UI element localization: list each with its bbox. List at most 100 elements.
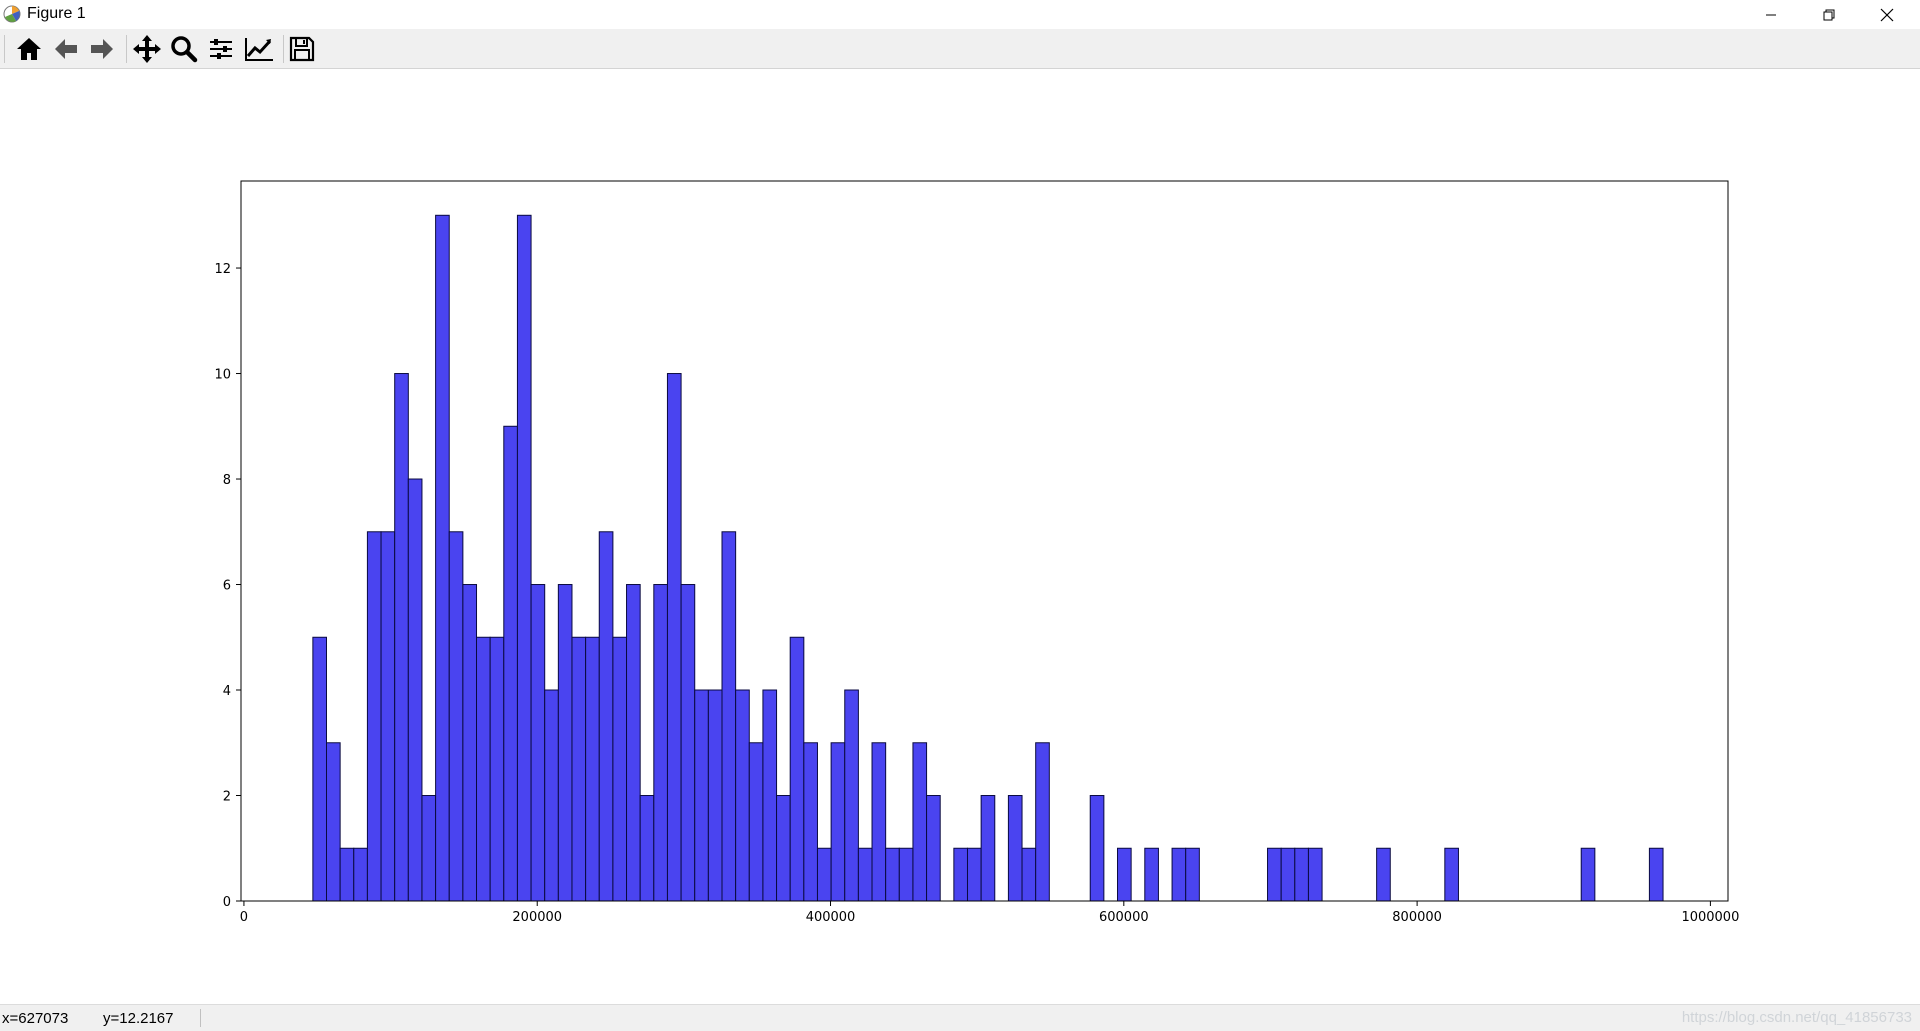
histogram-bar	[1307, 847, 1323, 902]
toolbar-separator	[126, 35, 127, 63]
histogram-bar	[776, 795, 791, 902]
histogram-bar	[926, 795, 941, 902]
histogram-bar	[598, 531, 614, 902]
y-tick-label: 6	[223, 579, 231, 594]
histogram-bar	[312, 636, 327, 902]
histogram-bar	[748, 742, 764, 902]
histogram-bar	[544, 689, 559, 902]
edit-axis-button[interactable]	[243, 33, 275, 65]
title-bar: Figure 1	[0, 0, 1920, 29]
minimize-button[interactable]	[1742, 0, 1800, 29]
histogram-bar	[666, 373, 682, 902]
minimize-icon	[1766, 14, 1776, 15]
histogram-bar	[353, 847, 368, 902]
axes-frame	[240, 180, 1729, 902]
zoom-icon	[171, 36, 198, 63]
histogram-bar	[516, 214, 532, 902]
y-tick-label: 0	[223, 895, 231, 910]
subplots-icon	[210, 39, 232, 59]
histogram-bar	[871, 742, 887, 902]
histogram-bar	[707, 689, 723, 902]
cursor-x-readout: x=627073	[2, 1010, 69, 1027]
x-axis-ticks: 0 200000 400000 600000 800000 1000000	[240, 901, 1739, 925]
histogram-bar	[394, 373, 409, 902]
restore-icon	[1823, 9, 1835, 20]
matplotlib-logo-icon	[3, 5, 21, 23]
close-icon	[1880, 8, 1894, 21]
histogram-bar	[953, 847, 968, 902]
histogram-chart[interactable]: 0 200000 400000 600000 800000 1000000 0 2 4 6 8 10…	[0, 69, 1920, 1004]
histogram-bar	[557, 584, 573, 902]
histogram-bar	[1021, 847, 1037, 902]
x-tick-label: 200000	[512, 910, 562, 925]
histogram-bar	[1007, 795, 1023, 902]
histogram-bar	[503, 425, 518, 902]
status-separator	[200, 1009, 201, 1027]
histogram-bar	[448, 531, 464, 902]
histogram-bar	[680, 584, 696, 902]
y-axis-ticks: 0 2 4 6 8 10 12	[214, 262, 241, 910]
histogram-bar	[898, 847, 914, 902]
histogram-bar	[366, 531, 382, 902]
home-button[interactable]	[13, 33, 45, 65]
home-icon	[17, 38, 41, 60]
histogram-bar	[980, 795, 996, 902]
x-tick-label: 1000000	[1681, 910, 1739, 925]
histogram-bar	[571, 636, 587, 902]
histogram-bars	[312, 214, 1664, 902]
toolbar-separator	[4, 35, 5, 63]
status-bar: x=627073 y=12.2167 https://blog.csdn.net…	[0, 1004, 1920, 1031]
navigation-toolbar	[0, 29, 1920, 69]
histogram-bar	[626, 584, 641, 902]
x-tick-label: 800000	[1392, 910, 1442, 925]
y-tick-label: 2	[223, 790, 231, 805]
histogram-bar	[339, 847, 355, 902]
histogram-bar	[585, 636, 600, 902]
histogram-bar	[966, 847, 982, 902]
histogram-bar	[1035, 742, 1050, 902]
histogram-bar	[1376, 847, 1391, 902]
histogram-bar	[612, 636, 628, 902]
histogram-bar	[830, 742, 846, 902]
x-tick-label: 0	[240, 910, 248, 925]
window-title: Figure 1	[27, 5, 86, 22]
histogram-bar	[421, 795, 437, 902]
subplots-button[interactable]	[205, 33, 237, 65]
histogram-bar	[857, 847, 873, 902]
pan-button[interactable]	[131, 33, 163, 65]
forward-button[interactable]	[86, 33, 118, 65]
back-button[interactable]	[50, 33, 82, 65]
histogram-bar	[489, 636, 505, 902]
histogram-bar	[1280, 847, 1296, 902]
y-tick-label: 4	[223, 684, 231, 699]
save-button[interactable]	[286, 33, 318, 65]
histogram-bar	[435, 214, 450, 902]
histogram-bar	[1089, 795, 1105, 902]
close-button[interactable]	[1858, 0, 1916, 29]
pan-icon	[133, 35, 161, 63]
histogram-bar	[844, 689, 859, 902]
histogram-bar	[1171, 847, 1187, 902]
histogram-bar	[326, 742, 341, 902]
histogram-bar	[1144, 847, 1159, 902]
x-tick-label: 400000	[806, 910, 856, 925]
histogram-bar	[476, 636, 491, 902]
watermark: https://blog.csdn.net/qq_41856733	[1681, 1009, 1912, 1026]
figure-canvas[interactable]: 0 200000 400000 600000 800000 1000000 0 2 4 6 8 10…	[0, 69, 1920, 1004]
histogram-bar	[694, 689, 709, 902]
zoom-button[interactable]	[168, 33, 200, 65]
histogram-bar	[735, 689, 750, 902]
edit-axis-icon	[245, 38, 273, 61]
histogram-bar	[1267, 847, 1282, 902]
histogram-bar	[1444, 847, 1459, 902]
histogram-bar	[789, 636, 805, 902]
restore-button[interactable]	[1800, 0, 1858, 29]
histogram-bar	[803, 742, 818, 902]
toolbar-separator	[283, 35, 284, 63]
y-tick-label: 8	[223, 473, 231, 488]
x-tick-label: 600000	[1099, 910, 1149, 925]
histogram-bar	[407, 478, 423, 902]
y-tick-label: 10	[214, 368, 231, 383]
histogram-bar	[653, 584, 668, 902]
histogram-bar	[721, 531, 737, 902]
